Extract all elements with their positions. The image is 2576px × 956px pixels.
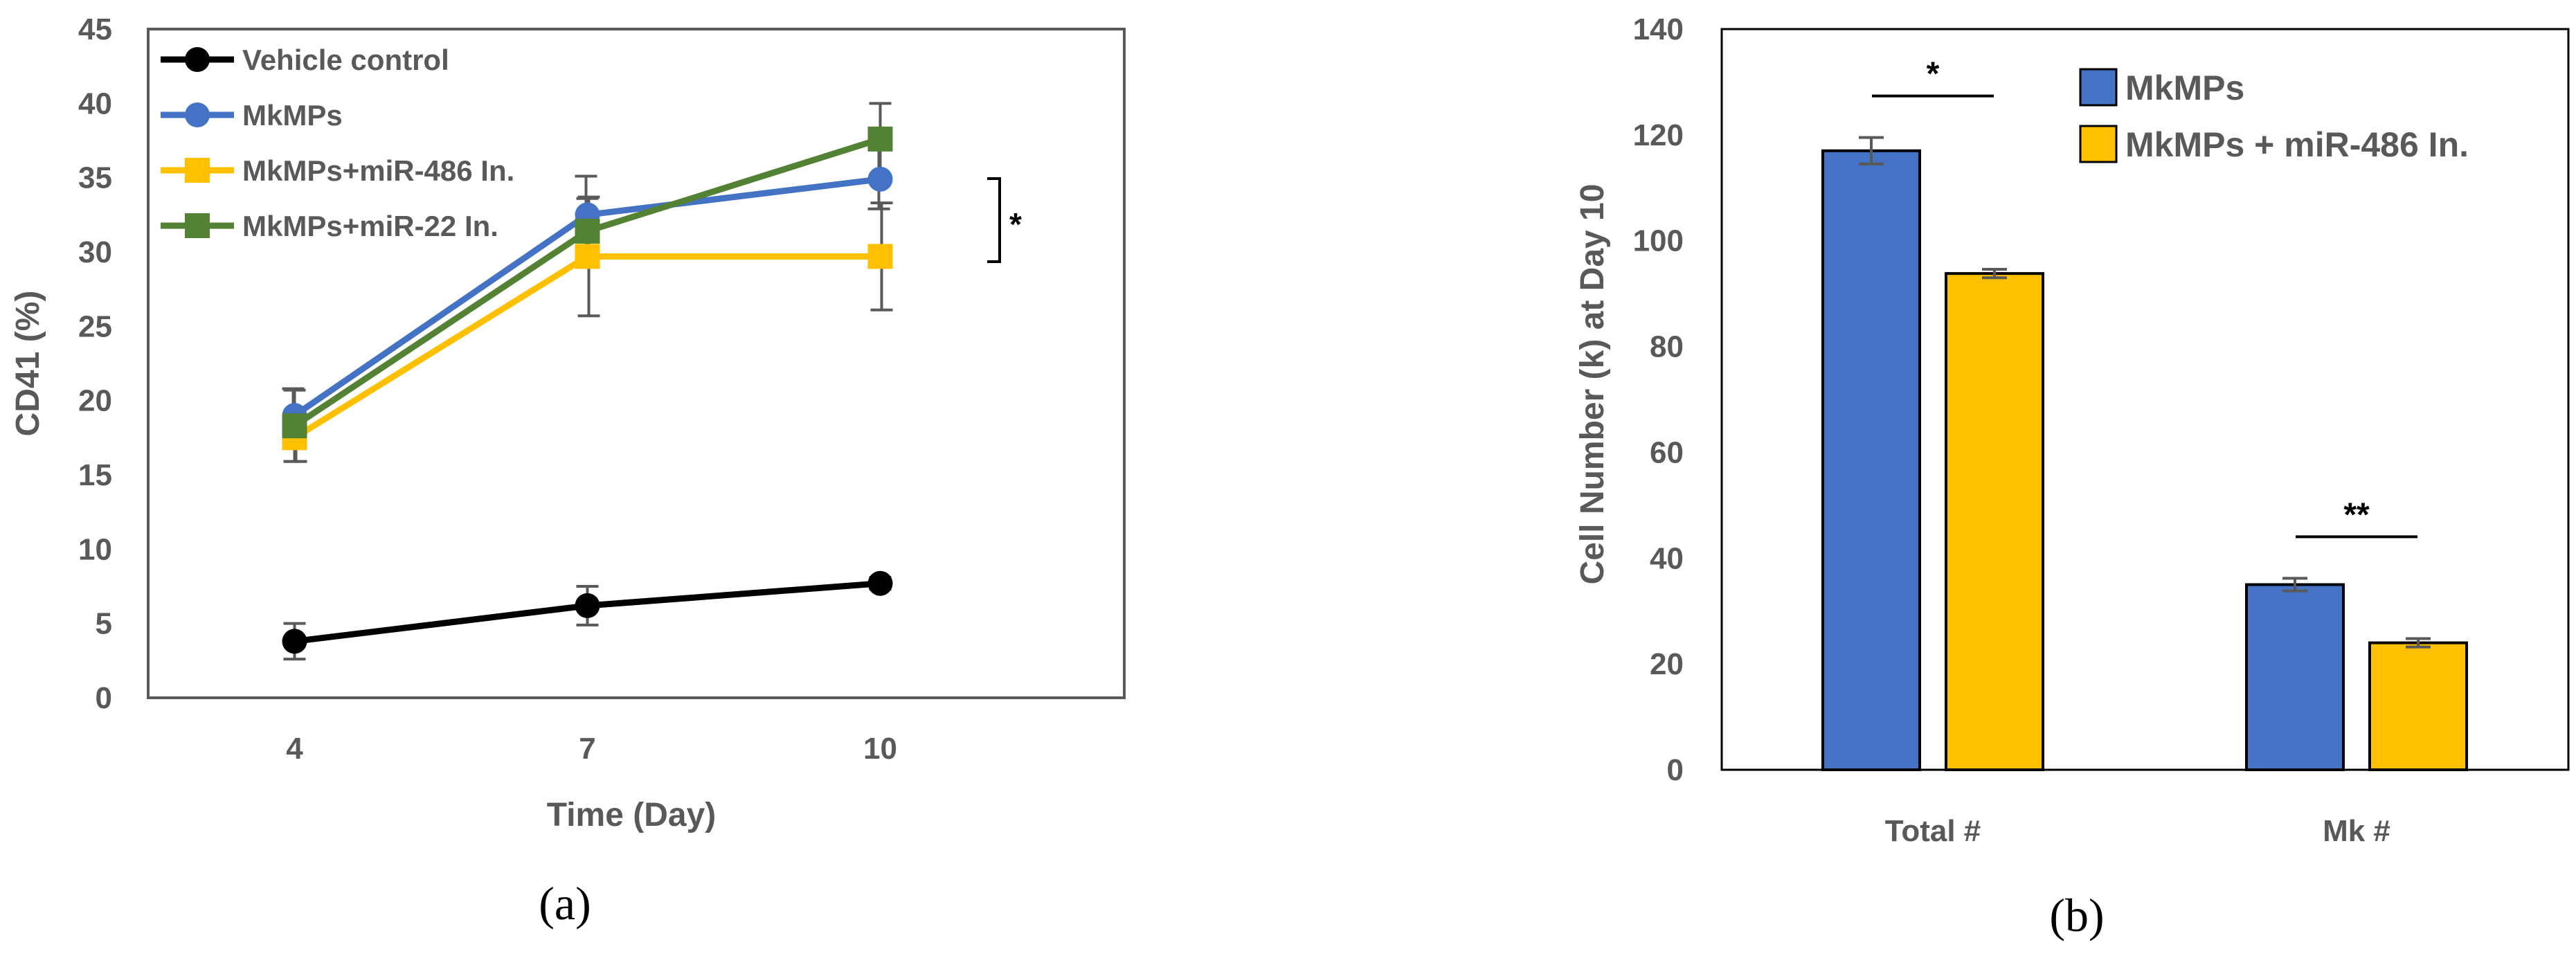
legend-label: MkMPs + miR-486 In.: [2125, 125, 2469, 164]
x-tick-label: 10: [863, 732, 897, 766]
legend-label: MkMPs: [242, 99, 343, 132]
data-point: [575, 244, 600, 269]
panel-label-b: (b): [2049, 889, 2104, 941]
data-point: [867, 166, 893, 192]
y-axis-title-a: CD41 (%): [10, 291, 46, 437]
legend-marker: [185, 158, 210, 183]
legend-label: Vehicle control: [242, 44, 449, 76]
y-tick-label: 80: [1650, 330, 1684, 364]
significance-markers-b: ***: [1872, 56, 2417, 539]
y-tick-label: 20: [78, 384, 112, 418]
category-label: Mk #: [2323, 814, 2390, 848]
y-tick-label: 30: [78, 235, 112, 269]
bar: [1945, 272, 2044, 772]
y-tick-label: 40: [1650, 541, 1684, 575]
legend-label: MkMPs: [2125, 69, 2244, 107]
y-tick-label: 25: [78, 309, 112, 343]
legend-label: MkMPs+miR-22 In.: [242, 210, 498, 242]
data-point: [575, 218, 600, 244]
y-tick-label: 140: [1633, 12, 1684, 46]
data-point: [282, 413, 307, 439]
y-tick-label: 5: [96, 607, 112, 641]
y-tick-label: 120: [1633, 118, 1684, 152]
legend-swatch: [2079, 68, 2118, 107]
y-tick-labels-b: 0 20 40 60 80 100 120 140: [1633, 12, 1684, 787]
legend-b: MkMPs MkMPs + miR-486 In.: [2079, 68, 2469, 164]
bracket-asterisk: *: [1009, 206, 1022, 242]
bar: [1821, 149, 1921, 772]
y-tick-label: 0: [96, 681, 112, 715]
data-point: [575, 593, 600, 618]
y-axis-title-b: Cell Number (k) at Day 10: [1574, 184, 1611, 585]
x-axis-title-a: Time (Day): [547, 797, 717, 833]
y-tick-label: 35: [78, 161, 112, 195]
y-tick-label: 40: [78, 87, 112, 120]
significance-asterisk: **: [2343, 496, 2370, 533]
y-tick-label: 45: [78, 12, 112, 46]
significance-bracket-a: *: [987, 177, 1022, 263]
y-tick-label: 0: [1667, 753, 1684, 787]
bars-b: [1821, 149, 2468, 772]
plot-area-frame-a: [147, 28, 1126, 699]
panel-label-a: (a): [539, 877, 591, 930]
legend-label: MkMPs+miR-486 In.: [242, 154, 514, 187]
series-markers-a: [282, 126, 893, 654]
legend-marker: [185, 102, 210, 127]
y-tick-label: 15: [78, 458, 112, 492]
line-chart-panel-a: 0 5 10 15 20 25 30 35 40 45 4 7 10 * Vehicle contro…: [10, 12, 1126, 930]
y-tick-label: 60: [1650, 435, 1684, 469]
bar: [2368, 641, 2468, 771]
x-category-labels-b: Total # Mk #: [1885, 814, 2390, 848]
x-tick-label: 7: [579, 732, 595, 766]
y-tick-label: 10: [78, 532, 112, 566]
legend-a: Vehicle control MkMPs MkMPs+miR-486 In. MkM…: [161, 44, 514, 242]
bracket-line: [987, 177, 1001, 263]
x-tick-labels-a: 4 7 10: [286, 732, 897, 766]
significance-asterisk: *: [1927, 56, 1940, 93]
data-point: [867, 570, 893, 596]
data-point: [867, 126, 893, 152]
category-label: Total #: [1885, 814, 1981, 848]
legend-marker: [185, 213, 210, 238]
y-tick-label: 20: [1650, 647, 1684, 681]
bar: [2245, 583, 2345, 771]
plot-area-frame-b: [1720, 28, 2570, 771]
legend-swatch: [2079, 125, 2118, 163]
y-tick-labels-a: 0 5 10 15 20 25 30 35 40 45: [78, 12, 112, 715]
y-tick-label: 100: [1633, 224, 1684, 258]
x-tick-label: 4: [286, 732, 303, 766]
data-point: [867, 244, 893, 269]
legend-marker: [185, 47, 210, 72]
data-point: [282, 629, 307, 654]
error-bars-b: [1859, 136, 2431, 649]
